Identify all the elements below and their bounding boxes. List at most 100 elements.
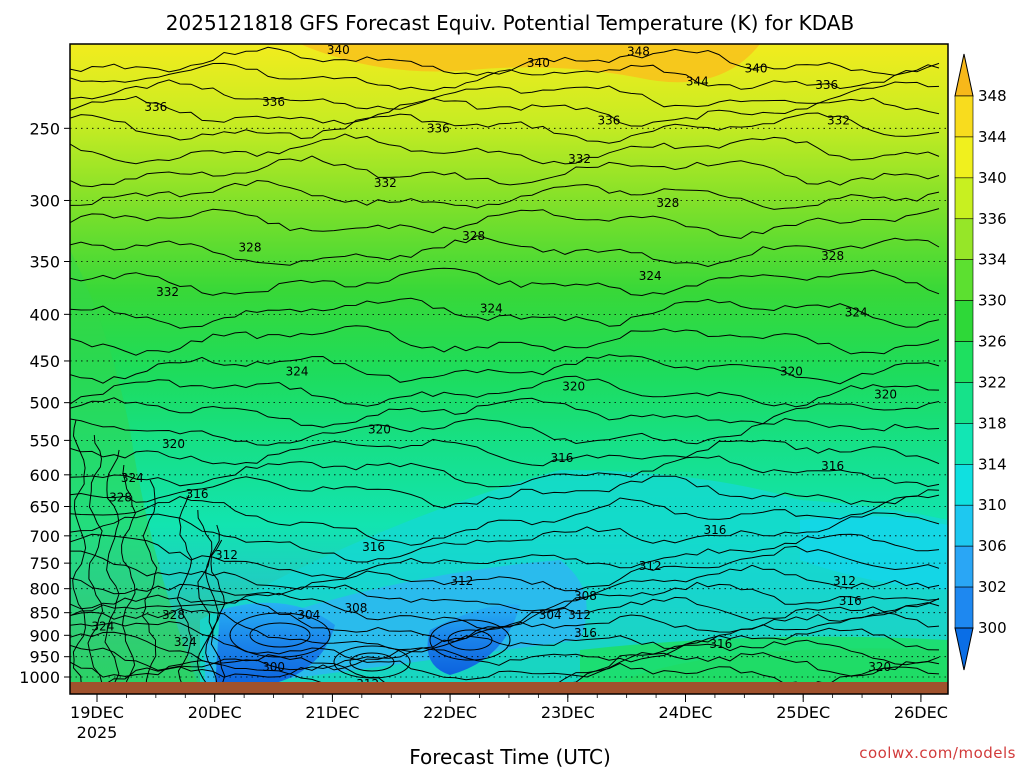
isoline [70, 639, 940, 681]
y-tick-label: 950 [29, 648, 60, 667]
contour-label: 332 [568, 152, 591, 166]
isoline-closed [349, 652, 395, 672]
colorbar-segment [954, 95, 974, 138]
y-tick-label: 450 [29, 352, 60, 371]
isoline [70, 46, 940, 76]
isoline-vertical [141, 479, 158, 689]
isoline [70, 455, 940, 488]
pressure-gridlines [70, 127, 948, 678]
contour-label: 316 [839, 594, 862, 608]
contour-label: 312 [833, 574, 856, 588]
contour-lines [70, 46, 940, 694]
contour-label: 336 [427, 121, 450, 135]
isoline [70, 397, 940, 428]
isoline-closed [447, 629, 493, 651]
isoline [70, 545, 940, 592]
colorbar-label: 306 [978, 537, 1007, 555]
y-tick-label: 750 [29, 554, 60, 573]
contour-label: 332 [374, 176, 397, 190]
contour-label: 316 [186, 487, 209, 501]
colorbar-label: 314 [978, 455, 1007, 473]
contour-label: 328 [656, 196, 679, 210]
colorbar-segment [954, 341, 974, 383]
ground-strip [70, 682, 948, 694]
isoline-vertical [205, 524, 220, 686]
contour-label: 312 [639, 559, 662, 573]
isoline-vertical [87, 434, 104, 684]
y-tick-label: 650 [29, 498, 60, 517]
x-tick-year: 2025 [77, 723, 118, 742]
contour-label: 336 [144, 100, 167, 114]
colorbar-label: 348 [978, 87, 1007, 105]
contour-label: 304 [297, 608, 320, 622]
isoline [70, 297, 940, 329]
contour-label: 304 [539, 608, 562, 622]
y-tick-label: 300 [29, 191, 60, 210]
isoline-vertical [72, 419, 87, 685]
isoline-vertical [121, 464, 137, 690]
contour-label: 344 [686, 74, 709, 88]
colorbar-segment [954, 136, 974, 179]
contour-label: 328 [162, 608, 185, 622]
contour-label: 332 [156, 285, 179, 299]
isoline [70, 62, 940, 92]
field-warm-cap [300, 44, 760, 83]
colorbar-label: 326 [978, 333, 1007, 351]
credit-text: coolwx.com/models [859, 744, 1016, 762]
isoline [70, 533, 940, 579]
colorbar-bottom-arrow [954, 627, 974, 671]
contour-label: 340 [527, 56, 550, 70]
field-surface-green [580, 636, 948, 694]
colorbar-label: 302 [978, 578, 1007, 596]
x-tick-label: 23DEC [541, 703, 595, 722]
isoline [70, 354, 940, 385]
isoline [70, 596, 940, 643]
y-tick-label: 900 [29, 626, 60, 645]
contour-label: 328 [462, 229, 485, 243]
contour-label: 332 [827, 113, 850, 127]
contour-label: 328 [821, 249, 844, 263]
contour-label: 308 [574, 589, 597, 603]
x-tick-label: 20DEC [188, 703, 242, 722]
contour-label: 336 [815, 78, 838, 92]
contour-label: 336 [262, 95, 285, 109]
y-tick-label: 400 [29, 305, 60, 324]
contour-label: 328 [239, 241, 262, 255]
x-tick-label: 24DEC [659, 703, 713, 722]
contour-label: 324 [480, 301, 503, 315]
isoline-vertical [104, 449, 120, 691]
colorbar-segment [954, 177, 974, 220]
contour-label: 316 [821, 459, 844, 473]
contour-label: 340 [327, 43, 350, 57]
contour-label: 340 [745, 62, 768, 76]
contour-label: 320 [368, 422, 391, 436]
contour-label: 312 [450, 574, 473, 588]
y-tick-label: 500 [29, 394, 60, 413]
colorbar-label: 310 [978, 496, 1007, 514]
y-tick-label: 850 [29, 604, 60, 623]
contour-label: 312 [568, 608, 591, 622]
isoline [70, 155, 940, 188]
x-tick-label: 25DEC [776, 703, 830, 722]
isoline [70, 95, 940, 127]
y-tick-label: 700 [29, 527, 60, 546]
isoline-closed [249, 622, 311, 648]
field-left-band [70, 250, 200, 690]
isoline [70, 512, 940, 563]
colorbar: 348 344 340 336 334 330 326 322 318 314 310 306 302 3… [954, 53, 1007, 671]
isoline [70, 494, 940, 546]
y-tick-label: 1000 [19, 668, 60, 687]
contour-label: 300 [262, 660, 285, 674]
chart-title: 2025121818 GFS Forecast Equiv. Potential… [166, 11, 854, 35]
isoline [70, 267, 940, 297]
isoline [70, 475, 940, 509]
colorbar-segment [954, 300, 974, 342]
x-tick-label: 22DEC [423, 703, 477, 722]
contour-label: 320 [874, 388, 897, 402]
isoline [70, 602, 940, 653]
colorbar-label: 344 [978, 128, 1007, 146]
x-axis-label: Forecast Time (UTC) [409, 745, 611, 768]
contour-label: 336 [598, 113, 621, 127]
